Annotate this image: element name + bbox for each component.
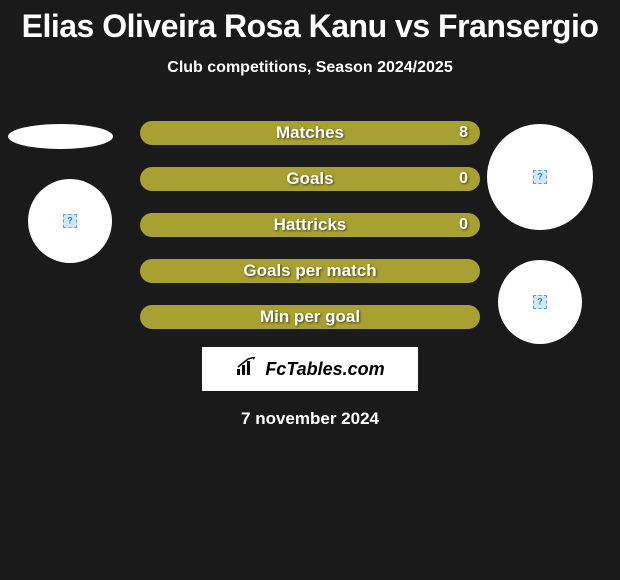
stat-row-goals-per-match: Goals per match [140,259,480,283]
stat-row-hattricks: Hattricks 0 [140,213,480,237]
player-avatar-right-bottom [498,260,582,344]
player-avatar-right-top [487,124,593,230]
stat-row-matches: Matches 8 [140,121,480,145]
chart-icon [235,357,259,382]
stat-value: 0 [459,216,468,234]
stat-row-goals: Goals 0 [140,167,480,191]
date-label: 7 november 2024 [0,409,620,429]
branding-text: FcTables.com [265,359,384,380]
stat-row-min-per-goal: Min per goal [140,305,480,329]
stat-value: 8 [459,124,468,142]
stat-label: Matches [140,123,480,143]
stat-value: 0 [459,170,468,188]
player-avatar-left [28,179,112,263]
stat-label: Goals per match [140,261,480,281]
stat-label: Hattricks [140,215,480,235]
page-subtitle: Club competitions, Season 2024/2025 [0,59,620,77]
stats-bars: Matches 8 Goals 0 Hattricks 0 Goals per … [140,121,480,329]
branding-box: FcTables.com [202,347,418,391]
stat-label: Min per goal [140,307,480,327]
image-placeholder-icon [533,295,547,309]
image-placeholder-icon [63,214,77,228]
page-title: Elias Oliveira Rosa Kanu vs Fransergio [0,0,620,45]
decor-ellipse [8,124,113,149]
stat-label: Goals [140,169,480,189]
image-placeholder-icon [533,170,547,184]
